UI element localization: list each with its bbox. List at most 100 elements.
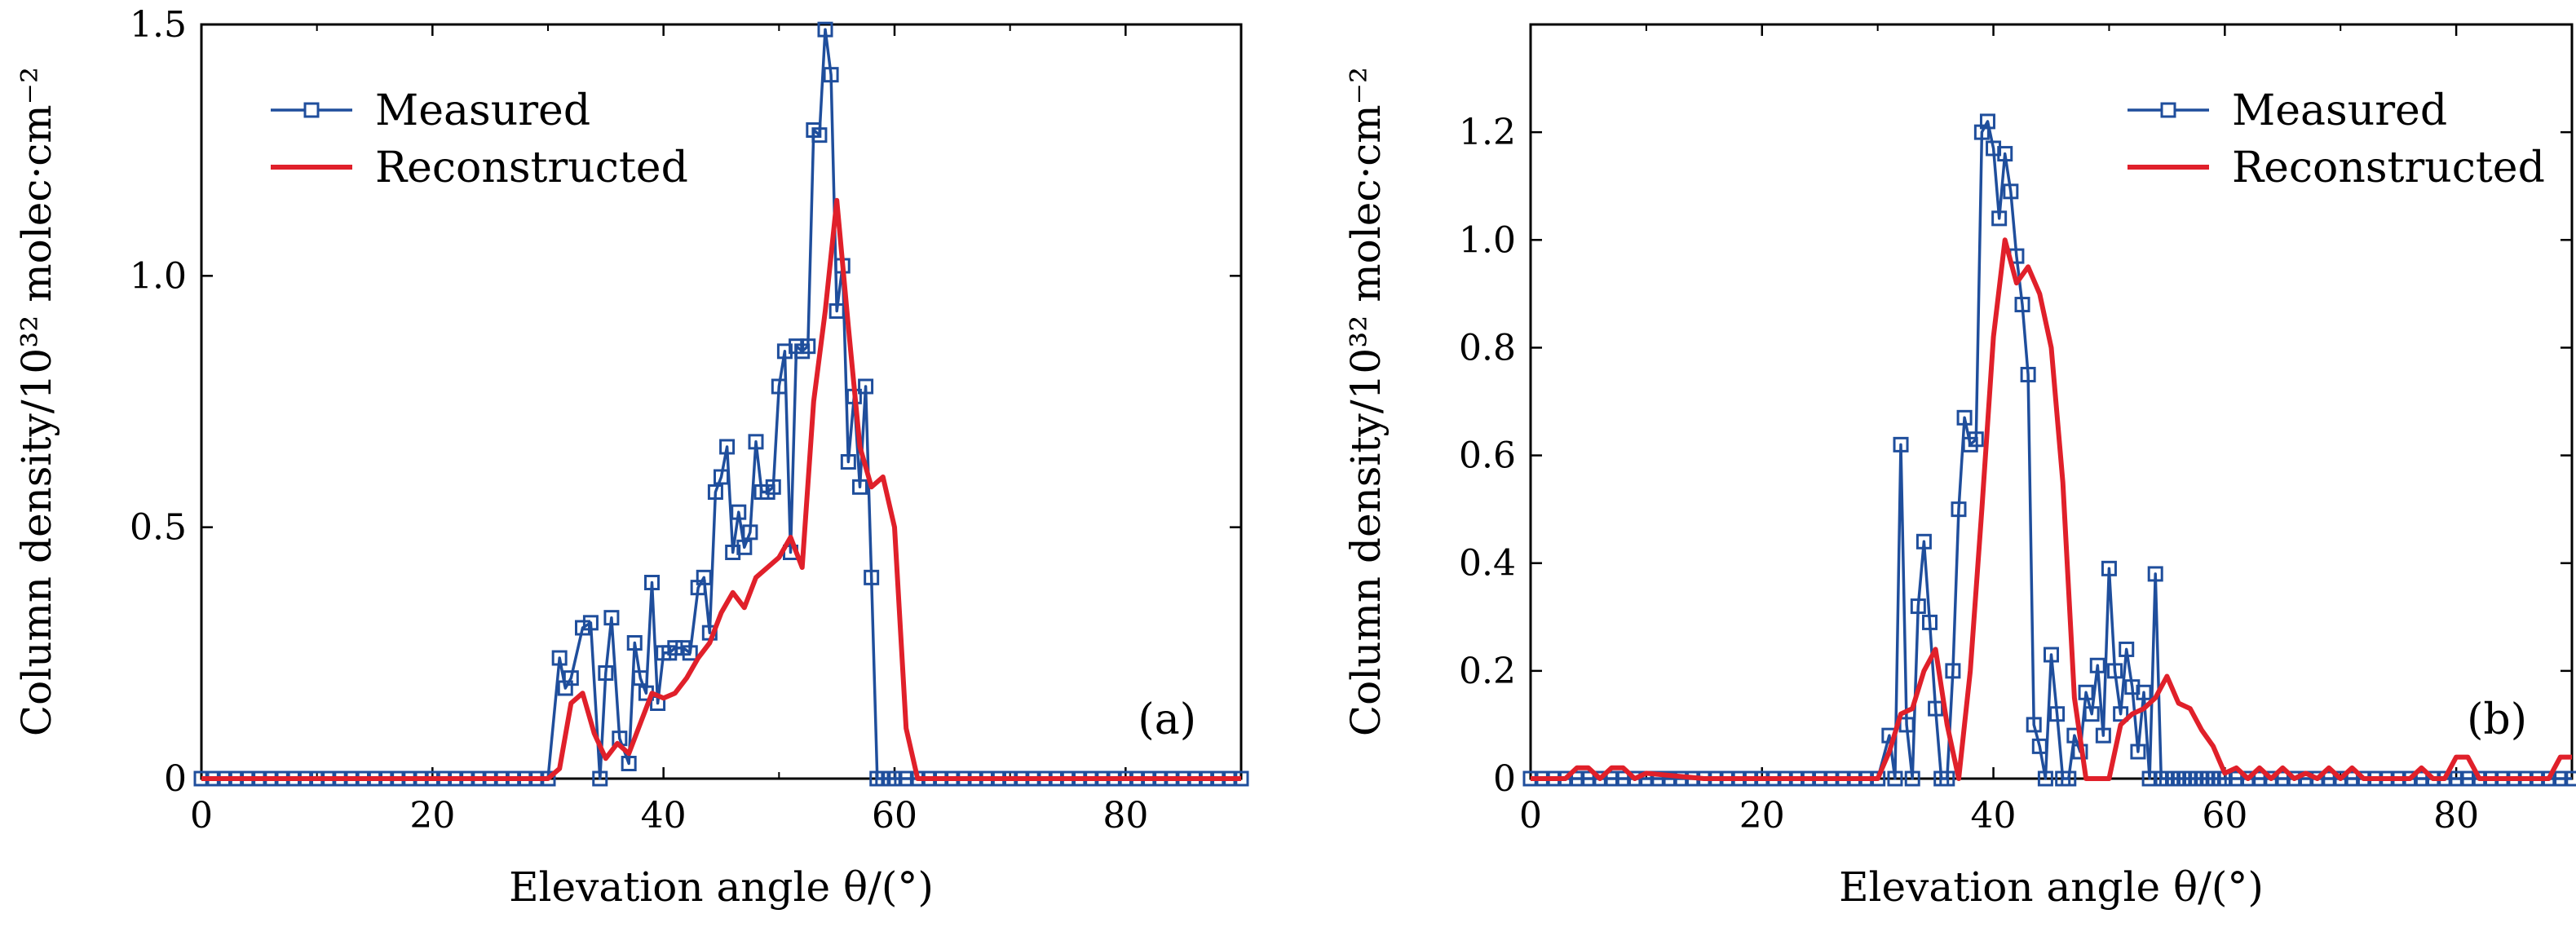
data-point <box>2459 770 2476 787</box>
legend-label: Reconstructed <box>375 143 688 192</box>
data-point <box>2049 706 2066 722</box>
data-point <box>1893 436 1909 452</box>
data-point <box>1928 700 1944 717</box>
y-tick-label: 0 <box>164 758 187 800</box>
x-tick-label: 20 <box>409 795 455 837</box>
data-point <box>828 303 845 319</box>
data-point <box>575 620 590 636</box>
data-point <box>898 770 914 787</box>
data-point <box>886 770 903 787</box>
data-point <box>1661 770 1677 787</box>
data-point <box>748 434 764 450</box>
data-point <box>714 469 729 485</box>
data-point <box>1904 770 1920 787</box>
y-tick-label: 0.5 <box>130 507 187 549</box>
data-point <box>765 479 781 495</box>
data-point <box>2414 770 2430 787</box>
data-point <box>1997 146 2013 162</box>
data-point <box>1627 770 1643 787</box>
data-point <box>742 524 758 541</box>
data-point <box>2107 663 2123 679</box>
x-axis-label: Elevation angle θ/(°) <box>1839 863 2264 911</box>
data-point <box>1915 533 1932 550</box>
data-point <box>1592 770 1608 787</box>
y-tick-label: 0.4 <box>1459 543 1516 585</box>
data-point <box>725 545 741 560</box>
data-point <box>696 569 712 585</box>
x-tick-label: 20 <box>1739 795 1785 837</box>
y-tick-label: 0 <box>1493 758 1516 800</box>
legend-label: Reconstructed <box>2232 143 2545 192</box>
data-point <box>1910 598 1926 615</box>
data-point <box>1968 431 1984 448</box>
data-point <box>2020 366 2036 382</box>
data-point <box>800 338 816 355</box>
data-point <box>817 21 833 38</box>
data-point <box>592 770 608 787</box>
x-tick-label: 0 <box>1519 795 1542 837</box>
data-point <box>858 378 874 395</box>
data-point <box>2130 744 2146 760</box>
x-tick-label: 40 <box>1971 795 2017 837</box>
data-point <box>2083 706 2100 722</box>
data-point <box>776 343 793 360</box>
series-line-reconstructed <box>201 197 1241 781</box>
data-point <box>2321 770 2337 787</box>
data-point <box>2309 770 2326 787</box>
data-point <box>2229 770 2245 787</box>
data-point <box>2014 297 2030 313</box>
data-point <box>621 756 637 771</box>
plot-frame <box>200 23 1243 780</box>
y-axis-label: Column density/10³² molec·cm⁻² <box>13 67 60 736</box>
data-point <box>2552 770 2569 787</box>
data-point <box>598 665 614 681</box>
data-point <box>2037 770 2053 787</box>
x-tick-label: 40 <box>641 795 687 837</box>
data-point <box>2089 657 2105 673</box>
legend-marker <box>2160 102 2176 118</box>
data-point <box>823 67 839 83</box>
x-tick-label: 0 <box>190 795 213 837</box>
data-point <box>2031 738 2048 754</box>
legend-label: Measured <box>2232 86 2447 135</box>
data-point <box>2564 770 2576 787</box>
data-point <box>811 127 828 143</box>
y-tick-label: 1.0 <box>130 255 187 297</box>
data-point <box>551 650 568 666</box>
data-point <box>582 615 599 631</box>
series-line-reconstructed <box>1531 237 2572 781</box>
data-point <box>2003 183 2019 200</box>
data-point <box>719 439 736 455</box>
y-tick-label: 0.6 <box>1459 435 1516 477</box>
x-tick-label: 80 <box>1102 795 1148 837</box>
data-point <box>1922 614 1938 630</box>
data-point <box>2147 566 2163 582</box>
data-point <box>1951 501 1967 518</box>
data-point <box>1898 717 1915 733</box>
data-point <box>1945 663 1961 679</box>
data-point <box>864 569 880 585</box>
data-point <box>2136 684 2152 700</box>
x-tick-label: 60 <box>2202 795 2247 837</box>
x-tick-label: 60 <box>872 795 917 837</box>
panel-label: (b) <box>2467 695 2527 744</box>
y-axis-label: Column density/10³² molec·cm⁻² <box>1342 67 1390 736</box>
data-point <box>644 575 660 590</box>
data-point <box>731 504 747 520</box>
data-point <box>2240 770 2256 787</box>
x-axis-label: Elevation angle θ/(°) <box>509 863 934 911</box>
series-line-measured <box>1531 120 2572 780</box>
data-point <box>1569 770 1585 787</box>
data-point <box>667 640 683 656</box>
data-point <box>2101 560 2117 576</box>
y-tick-label: 1.0 <box>1459 219 1516 261</box>
data-point <box>2113 706 2129 722</box>
data-point <box>852 479 868 495</box>
y-tick-label: 0.2 <box>1459 651 1516 692</box>
data-point <box>771 378 787 395</box>
legend-marker <box>303 102 320 118</box>
data-point <box>2332 770 2348 787</box>
data-point <box>682 645 698 661</box>
data-point <box>1991 210 2008 227</box>
data-point <box>2119 641 2135 657</box>
